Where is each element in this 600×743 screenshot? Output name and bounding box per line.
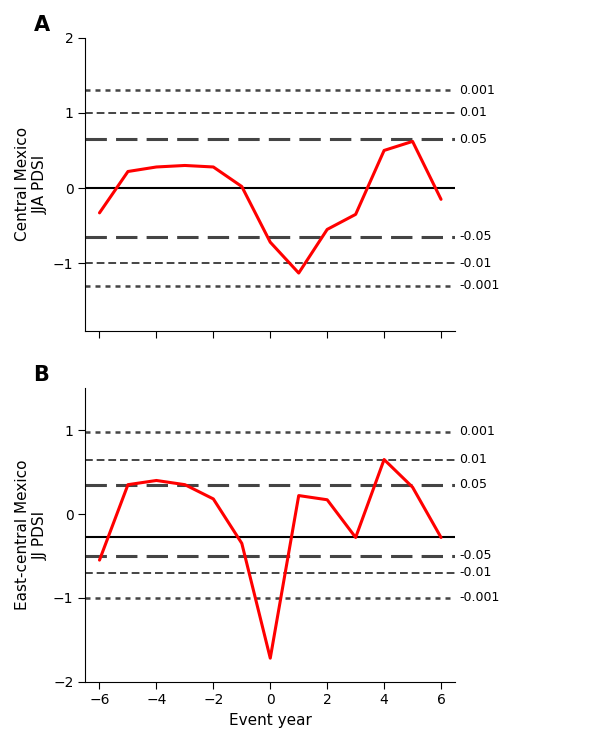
Text: -0.05: -0.05 [460, 230, 492, 244]
Text: 0.01: 0.01 [460, 453, 487, 466]
Text: 0.001: 0.001 [460, 425, 496, 438]
Text: -0.01: -0.01 [460, 566, 492, 580]
Text: -0.001: -0.001 [460, 279, 500, 292]
Text: -0.01: -0.01 [460, 257, 492, 270]
Text: -0.001: -0.001 [460, 591, 500, 604]
Text: 0.05: 0.05 [460, 478, 488, 491]
X-axis label: Event year: Event year [229, 713, 311, 728]
Y-axis label: East-central Mexico
JJ PDSI: East-central Mexico JJ PDSI [15, 460, 47, 610]
Text: A: A [34, 15, 50, 35]
Y-axis label: Central Mexico
JJA PDSI: Central Mexico JJA PDSI [15, 127, 47, 241]
Text: 0.01: 0.01 [460, 106, 487, 120]
Text: 0.001: 0.001 [460, 84, 496, 97]
Text: -0.05: -0.05 [460, 549, 492, 562]
Text: 0.05: 0.05 [460, 133, 488, 146]
Text: B: B [34, 366, 49, 386]
